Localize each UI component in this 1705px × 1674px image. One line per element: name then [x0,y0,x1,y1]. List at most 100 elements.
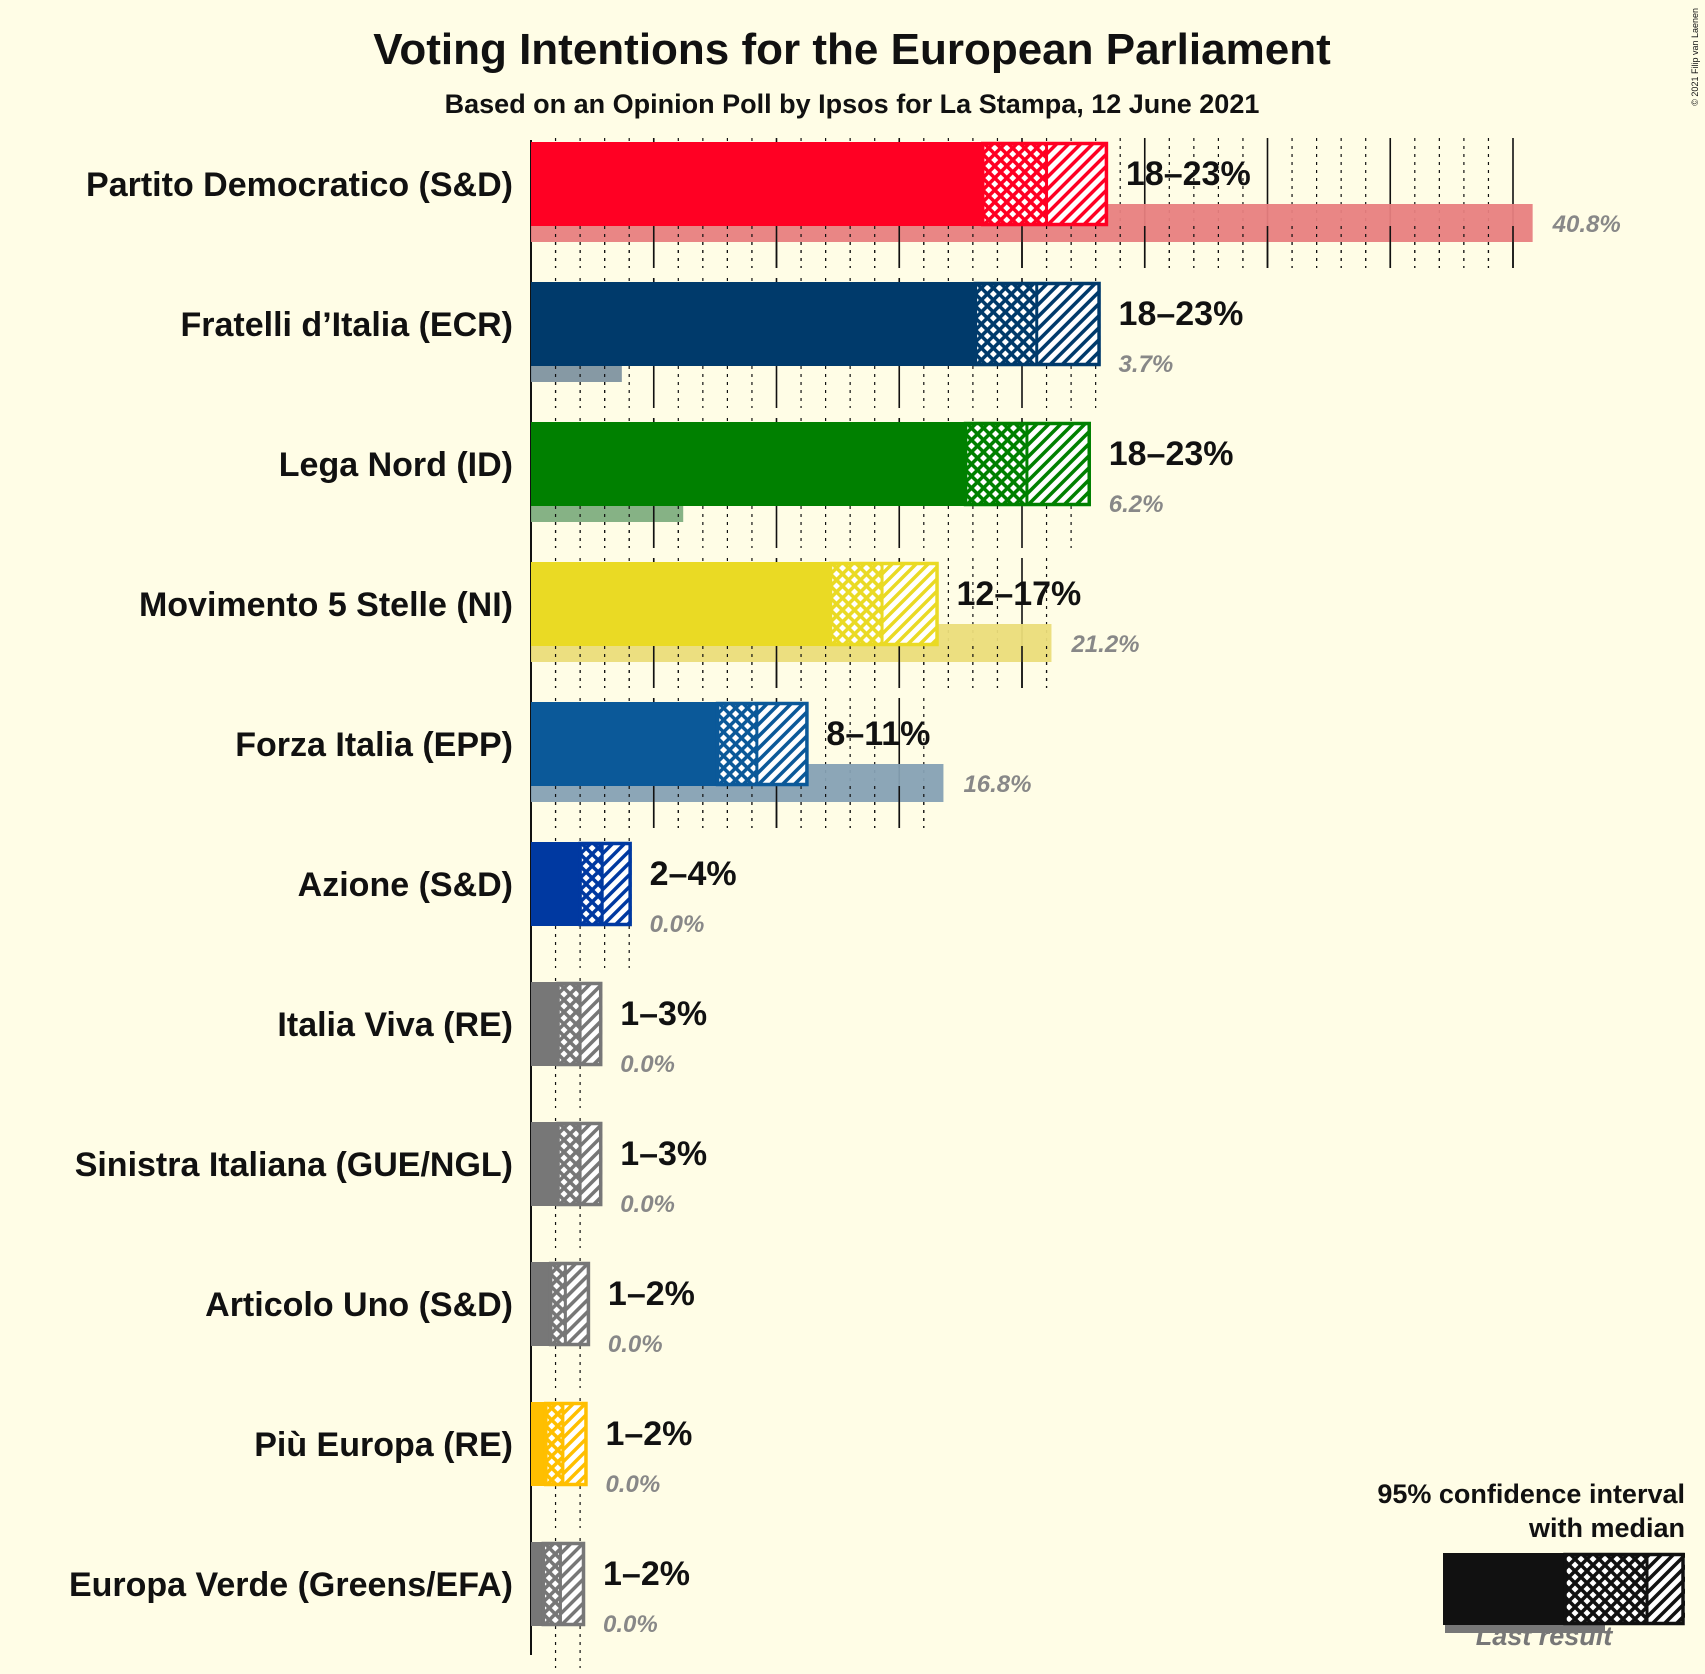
legend-hatch-swatch [1647,1553,1705,1625]
hatch-line [560,1586,586,1617]
hatch-line [882,562,932,613]
crosshatch-line [988,466,1027,506]
hatch-line [1046,162,1108,226]
crosshatch-line [545,1411,563,1434]
hatch-line [580,1029,603,1057]
last-result-label: 0.0% [620,1051,675,1078]
hatch-line [700,1122,784,1206]
crosshatch-line [550,1268,566,1289]
interval-outline [715,701,809,787]
crosshatch-line [830,567,883,625]
hatch-line [580,1041,603,1066]
hatch-line [1046,142,1108,205]
interval-low-median [975,282,1037,366]
hatch-line [1046,142,1084,181]
crosshatch-line [1017,142,1047,173]
crosshatch-line [543,1594,561,1617]
party-row: Azione (S&D) 2–4% 0.0% [298,838,737,968]
legend-cross-line [1689,1553,1705,1625]
interval-median-high [602,842,632,926]
hatch-line [1046,142,1096,193]
hatch-line [1026,427,1091,497]
hatch-line [565,1282,590,1313]
crosshatch-line [543,1606,561,1626]
interval-low-median [965,422,1027,506]
crosshatch-line [1017,195,1047,226]
range-label: 12–17% [957,575,1082,613]
party-row: Partito Democratico (S&D) 18–23% 40.8% [86,138,1621,268]
hatch-line [565,1262,590,1289]
hatch-line [565,1306,590,1337]
crosshatch-lines [965,422,1027,506]
hatch-line [1026,422,1065,461]
crosshatch-line [998,326,1037,366]
legend-cross-line [1689,1553,1705,1625]
crosshatch-line [545,1454,563,1477]
crosshatch-line [717,720,757,765]
interval-outline [980,141,1109,227]
hatch-line [712,1122,796,1206]
crosshatch-line [965,442,1027,506]
crosshatch-line [545,1430,563,1453]
hatch-line [612,906,632,926]
interval-solid [531,422,966,506]
hatch-line [565,1318,590,1346]
legend-line-1: 95% confidence interval [1377,1479,1685,1509]
hatch-line [562,1402,588,1429]
hatch-line [1069,186,1108,226]
legend-cross-line [1627,1604,1647,1625]
hatch-line [904,611,939,646]
party-label: Italia Viva (RE) [277,1006,513,1044]
crosshatch-line [998,282,1037,322]
crosshatch-line [550,1319,566,1340]
hatch-line [1036,287,1101,357]
hatch-line [882,587,939,646]
crosshatch-line [580,851,603,879]
crosshatch-line [558,982,581,1007]
crosshatch-line [545,1466,563,1486]
hatch-line [1059,323,1101,366]
hatch-lines [1036,282,1101,366]
crosshatch-line [982,159,1047,226]
legend-cross-line [1615,1592,1647,1625]
party-label: Movimento 5 Stelle (NI) [139,586,513,624]
party-label: Fratelli d’Italia (ECR) [181,306,514,344]
range-label: 1–2% [603,1555,690,1593]
party-row: Fratelli d’Italia (ECR) 18–23% 3.7% [181,278,1243,408]
party-label: Più Europa (RE) [254,1426,513,1464]
crosshatch-line [1005,183,1047,226]
interval-median-high [882,562,939,646]
crosshatch-line [975,282,1001,309]
legend-cross-line [1615,1553,1647,1586]
hatch-line [1046,150,1108,217]
hatch-line [580,1181,603,1206]
hatch-line [882,562,908,589]
hatch-line [1036,282,1062,309]
plot-area: Partito Democratico (S&D) 18–23% 40.8% Frat… [69,138,1621,1668]
party-label: Partito Democratico (S&D) [86,166,513,204]
hatch-line [1036,282,1074,321]
hatch-line [1026,422,1053,449]
hatch-line [756,707,809,765]
hatch-line [756,702,783,729]
range-label: 8–11% [826,715,930,753]
range-label: 1–3% [620,995,707,1033]
crosshatch-lines [543,1542,561,1626]
hatch-line [562,1458,588,1486]
legend-crosshatch-swatch [1565,1553,1705,1625]
hatch-line [602,846,632,881]
hatch-line [560,1562,586,1593]
legend-hatch-line [1699,1553,1705,1625]
hatch-line [602,882,632,917]
hatch-line [1026,439,1091,506]
hatch-line [756,702,795,741]
legend-cross-line [1591,1568,1647,1625]
crosshatch-line [728,756,757,786]
hatch-line [562,1446,588,1477]
crosshatch-line [865,627,883,646]
crosshatch-line [545,1406,563,1429]
crosshatch-line [982,187,1020,226]
crosshatch-line [545,1402,563,1422]
legend-hatch-line [1647,1553,1665,1572]
copyright-note: © 2021 Filip van Laenen [1690,8,1700,106]
